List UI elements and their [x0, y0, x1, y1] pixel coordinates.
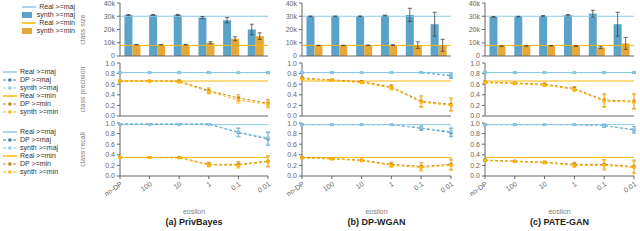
svg-text:20k: 20k — [286, 26, 298, 33]
svg-text:20k: 20k — [104, 26, 116, 33]
html-text:synth >=maj: synth >=maj — [20, 84, 59, 91]
svg-text:0.01: 0.01 — [439, 180, 454, 194]
svg-text:40k: 40k — [469, 0, 481, 6]
html-text:Real >=min: Real >=min — [20, 152, 56, 159]
svg-text:1: 1 — [571, 180, 578, 188]
svg-text:0.4: 0.4 — [105, 151, 115, 158]
svg-text:0.1: 0.1 — [230, 180, 242, 191]
svg-text:40k: 40k — [286, 0, 298, 6]
svg-text:1.0: 1.0 — [105, 120, 115, 126]
html-text:(a) PrivBayes: (a) PrivBayes — [165, 217, 223, 227]
svg-text:1: 1 — [388, 180, 395, 188]
svg-text:100: 100 — [139, 180, 153, 192]
svg-text:0.6: 0.6 — [287, 141, 297, 148]
html-text:synth >=min: synth >=min — [20, 108, 59, 115]
svg-text:0.8: 0.8 — [287, 70, 297, 77]
svg-text:0.2: 0.2 — [470, 102, 480, 109]
svg-text:1.0: 1.0 — [105, 60, 115, 66]
svg-text:0.01: 0.01 — [256, 180, 271, 194]
svg-text:0.4: 0.4 — [287, 151, 297, 158]
svg-text:0.4: 0.4 — [470, 91, 480, 98]
svg-text:class recall: class recall — [79, 132, 86, 167]
svg-text:1.0: 1.0 — [470, 60, 480, 66]
svg-text:10k: 10k — [286, 39, 298, 46]
svg-text:0.2: 0.2 — [287, 102, 297, 109]
svg-text:0.0: 0.0 — [287, 112, 297, 119]
svg-text:0.4: 0.4 — [105, 91, 115, 98]
svg-text:0.0: 0.0 — [470, 112, 480, 119]
html-text:DP >=min: DP >=min — [20, 100, 51, 107]
html-text:synth >=min: synth >=min — [20, 168, 59, 175]
svg-text:0.4: 0.4 — [287, 91, 297, 98]
svg-text:30k: 30k — [286, 13, 298, 20]
svg-text:0.6: 0.6 — [287, 81, 297, 88]
html-text:Real >=maj: Real >=maj — [20, 128, 56, 135]
svg-text:0.2: 0.2 — [287, 162, 297, 169]
svg-text:20k: 20k — [469, 26, 481, 33]
svg-text:0: 0 — [476, 52, 480, 59]
svg-text:30k: 30k — [469, 13, 481, 20]
svg-text:1.0: 1.0 — [470, 120, 480, 126]
html-text:synth >=maj: synth >=maj — [36, 11, 75, 18]
svg-text:class precision: class precision — [79, 66, 87, 112]
svg-text:1: 1 — [205, 180, 212, 188]
html-text:synth >=min: synth >=min — [36, 27, 75, 34]
svg-text:0.8: 0.8 — [287, 130, 297, 137]
svg-text:10: 10 — [355, 180, 365, 190]
html-text:Real >=maj: Real >=maj — [39, 3, 75, 10]
svg-text:0.1: 0.1 — [596, 180, 608, 191]
svg-text:0.8: 0.8 — [470, 70, 480, 77]
svg-text:10: 10 — [538, 180, 548, 190]
svg-text:0.8: 0.8 — [105, 70, 115, 77]
svg-text:epsilon: epsilon — [548, 208, 570, 214]
svg-text:0.0: 0.0 — [105, 112, 115, 119]
svg-text:10k: 10k — [469, 39, 481, 46]
svg-text:0.0: 0.0 — [470, 172, 480, 179]
svg-text:0.2: 0.2 — [105, 162, 115, 169]
svg-text:10k: 10k — [104, 39, 116, 46]
svg-text:0.6: 0.6 — [105, 81, 115, 88]
svg-text:epsilon: epsilon — [365, 208, 387, 214]
svg-text:0.0: 0.0 — [105, 172, 115, 179]
svg-text:100: 100 — [322, 180, 336, 192]
svg-text:no-DP: no-DP — [468, 180, 489, 197]
svg-text:30k: 30k — [104, 13, 116, 20]
svg-text:40k: 40k — [104, 0, 116, 6]
html-text:synth >=maj: synth >=maj — [20, 144, 59, 151]
html-text:Real >=min: Real >=min — [39, 19, 75, 26]
svg-text:1.0: 1.0 — [287, 60, 297, 66]
svg-text:0.01: 0.01 — [622, 180, 632, 194]
html-text:DP >=maj: DP >=maj — [20, 136, 51, 143]
svg-text:0.2: 0.2 — [470, 162, 480, 169]
svg-text:class size: class size — [79, 14, 86, 44]
svg-text:0.4: 0.4 — [470, 151, 480, 158]
svg-text:epsilon: epsilon — [183, 208, 205, 214]
svg-text:0.8: 0.8 — [470, 130, 480, 137]
svg-text:0.0: 0.0 — [287, 172, 297, 179]
html-text:(b) DP-WGAN: (b) DP-WGAN — [347, 217, 406, 227]
svg-text:10: 10 — [172, 180, 182, 190]
html-text:(c) PATE-GAN: (c) PATE-GAN — [529, 217, 590, 227]
svg-text:0.1: 0.1 — [413, 180, 425, 191]
html-text:Real >=maj: Real >=maj — [20, 68, 56, 75]
svg-text:0.6: 0.6 — [105, 141, 115, 148]
svg-text:no-DP: no-DP — [285, 180, 306, 197]
svg-text:no-DP: no-DP — [103, 180, 124, 197]
svg-text:0: 0 — [111, 52, 115, 59]
svg-text:0: 0 — [293, 52, 297, 59]
svg-text:100: 100 — [505, 180, 519, 192]
html-text:Real >=min: Real >=min — [20, 92, 56, 99]
html-text:DP >=min: DP >=min — [20, 160, 51, 167]
svg-text:0.8: 0.8 — [105, 130, 115, 137]
svg-text:0.6: 0.6 — [470, 141, 480, 148]
html-text:DP >=maj: DP >=maj — [20, 76, 51, 83]
svg-text:0.6: 0.6 — [470, 81, 480, 88]
svg-text:1.0: 1.0 — [287, 120, 297, 126]
svg-text:0.2: 0.2 — [105, 102, 115, 109]
